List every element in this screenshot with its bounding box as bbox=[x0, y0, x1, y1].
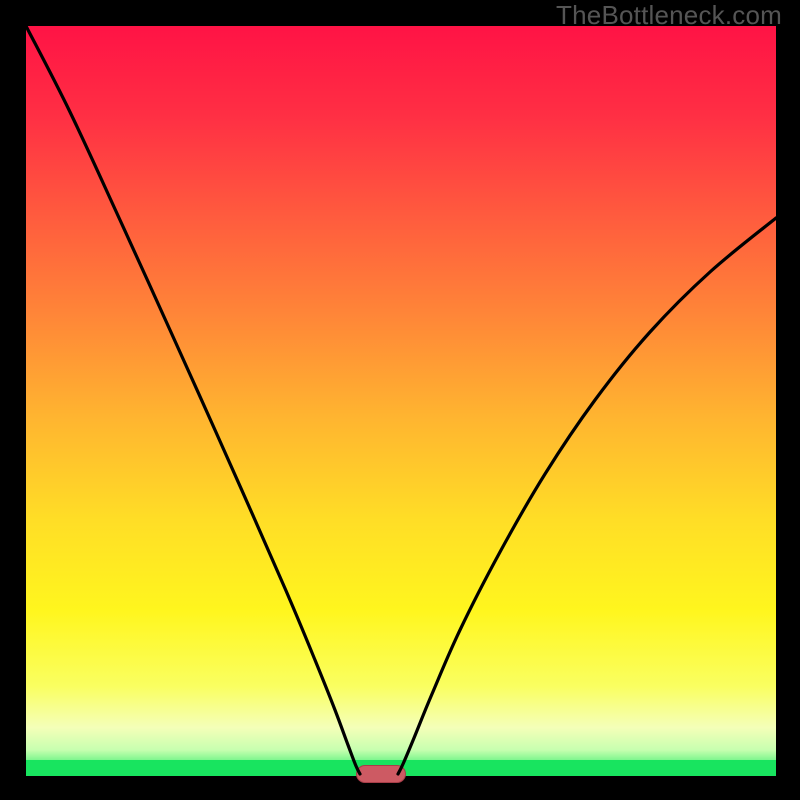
bottleneck-curve bbox=[0, 0, 800, 800]
chart-root: TheBottleneck.com bbox=[0, 0, 800, 800]
watermark-text: TheBottleneck.com bbox=[556, 0, 782, 31]
curve-left-branch bbox=[26, 26, 360, 774]
curve-right-branch bbox=[398, 218, 776, 774]
